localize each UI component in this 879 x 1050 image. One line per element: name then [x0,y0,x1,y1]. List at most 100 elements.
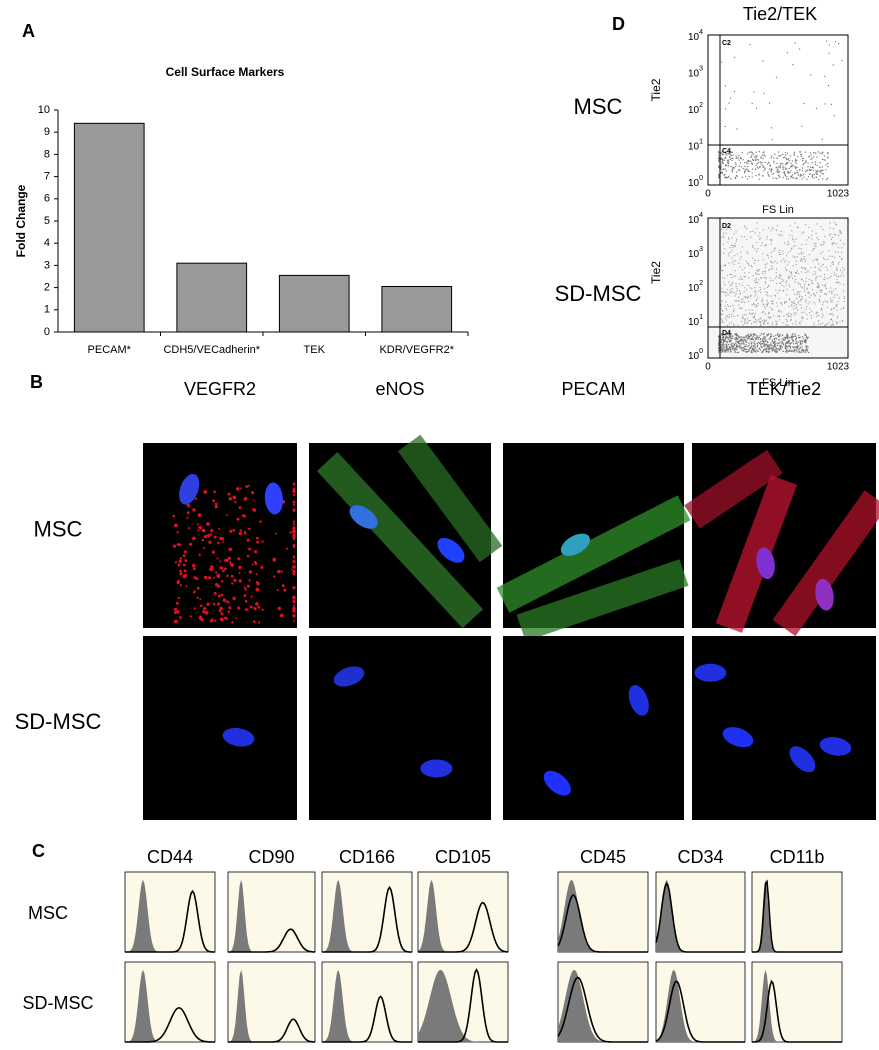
tick-base: 10 [688,68,700,79]
row-label: MSC [28,903,68,923]
event-dot [795,162,797,164]
event-dot [786,52,788,54]
stain-dot [183,569,187,573]
event-dot [796,159,798,162]
event-dot [744,165,746,168]
event-dot [741,346,743,348]
column-header: CD90 [248,847,294,867]
event-dot [725,176,727,178]
event-dot [749,287,751,289]
stain-dot [292,596,296,600]
event-dot [734,347,736,349]
event-dot [775,320,777,322]
event-dot [839,239,841,241]
event-dot [735,157,737,160]
tick-base: 10 [688,283,700,294]
nucleus [694,663,727,682]
event-dot [790,319,792,321]
event-dot [820,171,822,173]
event-dot [732,154,734,156]
y-tick-label: 103 [688,65,703,79]
event-dot [754,295,756,297]
event-dot [816,260,818,262]
event-dot [814,163,817,166]
event-dot [816,223,818,225]
event-dot [796,169,798,172]
event-dot [800,248,802,250]
event-dot [768,162,770,164]
event-dot [724,305,726,307]
event-dot [829,319,832,321]
marker-curve [125,1006,215,1043]
event-dot [738,343,741,345]
marker-curve [322,885,412,953]
event-dot [755,322,757,324]
event-dot [775,289,777,291]
event-dot [796,227,798,229]
stain-dot [292,604,296,607]
stain-dot [243,594,247,598]
event-dot [750,346,752,348]
event-dot [801,349,803,351]
event-dot [754,340,756,343]
event-dot [786,342,789,344]
stain-dot [292,543,296,547]
event-dot [765,244,767,246]
event-dot [738,300,740,302]
event-dot [727,153,729,155]
event-dot [724,292,726,294]
event-dot [833,307,835,309]
event-dot [835,282,837,284]
isotype-peak [322,970,412,1042]
event-dot [747,350,749,352]
event-dot [729,347,731,350]
event-dot [770,230,772,232]
event-dot [795,323,797,325]
event-dot [726,176,728,179]
event-dot [729,156,731,158]
event-dot [752,338,755,341]
event-dot [792,239,794,241]
event-dot [782,167,784,169]
event-dot [790,318,792,321]
event-dot [733,323,735,325]
event-dot [790,301,792,303]
event-dot [796,270,798,272]
event-dot [739,258,741,260]
stain-dot [193,590,196,593]
event-dot [795,320,797,322]
event-dot [806,178,808,180]
event-dot [768,351,770,353]
event-dot [807,346,809,348]
event-dot [801,175,803,177]
event-dot [825,283,827,285]
event-dot [726,342,728,344]
tick-base: 10 [688,141,700,152]
event-dot [751,288,753,290]
stain-dot [203,490,208,494]
event-dot [748,350,750,352]
event-dot [808,169,811,171]
event-dot [802,349,804,351]
stain-dot [255,581,259,584]
event-dot [788,339,791,342]
event-dot [725,164,727,166]
event-dot [756,305,758,307]
tick-exponent: 4 [699,29,703,36]
event-dot [779,310,781,312]
event-dot [741,348,743,350]
stain-dot [255,602,259,606]
event-dot [798,300,800,302]
event-dot [751,152,754,154]
event-dot [787,172,789,174]
event-dot [746,351,748,353]
y-tick-label: 6 [44,193,50,205]
event-dot [838,281,840,283]
event-dot [786,289,788,291]
event-dot [841,60,843,62]
event-dot [773,344,776,346]
event-dot [801,125,803,127]
stain-dot [292,487,296,491]
event-dot [800,285,802,288]
column-header: CD11b [770,847,825,867]
